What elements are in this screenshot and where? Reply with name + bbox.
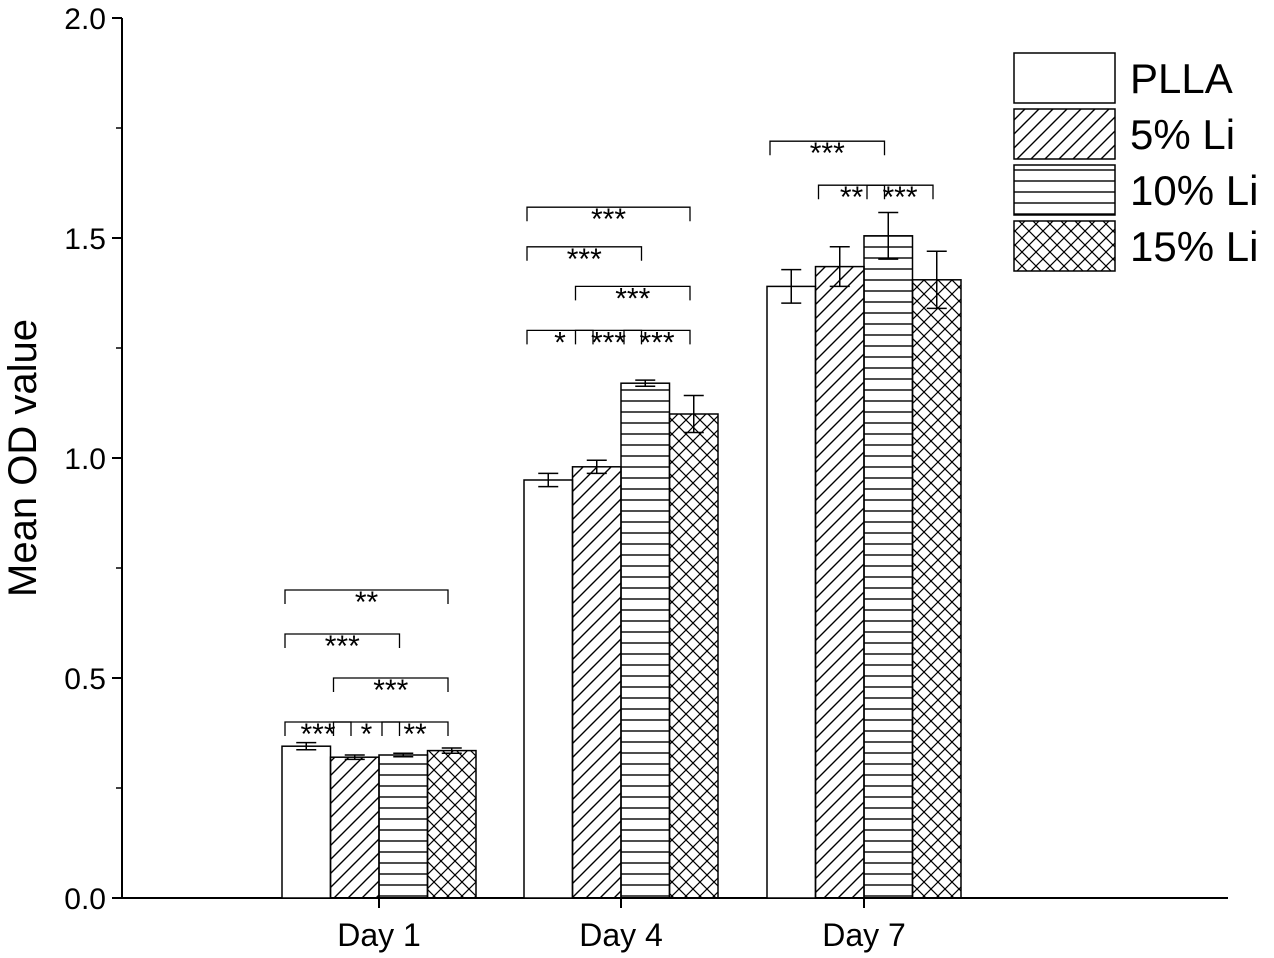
significance-bracket [284, 633, 401, 648]
significance-label: *** [810, 137, 845, 170]
significance-label: *** [639, 326, 674, 359]
legend-swatch [1013, 52, 1116, 104]
y-tick-label: 1.5 [64, 223, 106, 256]
x-tick-label: Day 7 [822, 917, 906, 953]
bars [281, 235, 962, 899]
bar [668, 413, 719, 899]
y-tick-label: 0.0 [64, 883, 106, 916]
bar [571, 466, 622, 899]
significance-label: *** [325, 630, 360, 663]
x-tick-label: Day 1 [337, 917, 421, 953]
significance-bracket [284, 589, 449, 604]
significance-label: ** [403, 718, 427, 751]
legend-label: PLLA [1130, 55, 1233, 102]
y-tick-label: 2.0 [64, 3, 106, 36]
y-tick-label: 0.5 [64, 663, 106, 696]
significance-label: * [361, 718, 373, 751]
significance-bracket [769, 140, 886, 156]
legend-swatch [1013, 164, 1116, 216]
bar [863, 235, 914, 899]
legend-label: 15% Li [1130, 223, 1258, 270]
y-axis-label: Mean OD value [1, 319, 45, 597]
significance-label: * [554, 326, 566, 359]
bar [911, 279, 962, 899]
significance-bracket [284, 721, 352, 736]
bar [620, 382, 671, 899]
legend-label: 10% Li [1130, 167, 1258, 214]
bar [426, 749, 477, 899]
axes: 0.0 0.5 1.0 1.5 2.0 Day 1 Day 4 Day 7 [64, 3, 1228, 953]
significance-label: *** [591, 203, 626, 236]
bar [523, 479, 574, 899]
legend-swatch [1013, 220, 1116, 272]
x-tick-label: Day 4 [579, 917, 663, 953]
significance-label: *** [882, 181, 917, 214]
legend: PLLA 5% Li 10% Li 15% Li [1013, 52, 1258, 272]
significance-bracket [623, 329, 691, 345]
bar [281, 745, 332, 899]
significance-label: ** [355, 586, 379, 619]
significance-bracket [526, 329, 594, 345]
error-bars [296, 211, 947, 761]
significance-bracket [574, 285, 691, 301]
significance-label: *** [615, 282, 650, 315]
y-tick-label: 1.0 [64, 443, 106, 476]
significance-label: *** [300, 718, 335, 751]
significance-label: *** [567, 243, 602, 276]
bar [378, 754, 429, 899]
significance-bracket [817, 184, 886, 200]
legend-label: 5% Li [1130, 111, 1235, 158]
bar [766, 285, 817, 899]
significance-label: ** [840, 181, 864, 214]
significance-brackets: *** * *********** *** ************** ****** [284, 137, 934, 751]
significance-label: *** [373, 674, 408, 707]
significance-bracket [381, 721, 449, 736]
significance-bracket [526, 246, 643, 261]
significance-bracket [574, 329, 643, 345]
significance-bracket [332, 677, 449, 692]
significance-bracket [332, 721, 401, 736]
bar [814, 265, 865, 899]
significance-label: *** [591, 326, 626, 359]
significance-bracket [866, 184, 934, 200]
significance-bracket [526, 206, 691, 222]
legend-swatch [1013, 108, 1116, 160]
bar [329, 756, 380, 899]
